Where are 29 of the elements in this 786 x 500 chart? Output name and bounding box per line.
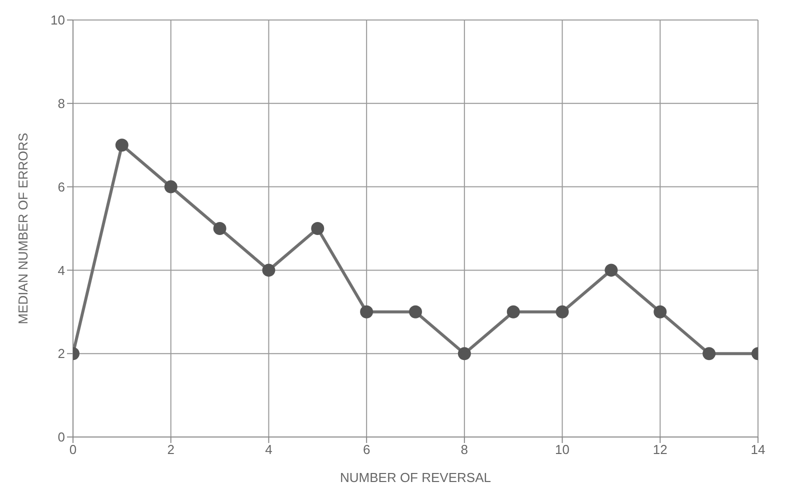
x-tick-label: 12 xyxy=(652,442,668,458)
point xyxy=(311,222,324,235)
y-tick-label: 10 xyxy=(50,12,65,28)
point xyxy=(164,180,178,194)
x-axis-title: NUMBER OF REVERSAL xyxy=(340,470,491,485)
point xyxy=(409,305,422,318)
x-tick-label: 10 xyxy=(555,442,570,458)
point xyxy=(556,305,569,318)
point xyxy=(506,305,520,318)
point xyxy=(115,138,128,152)
point xyxy=(654,305,667,318)
x-tick-label: 8 xyxy=(460,442,468,458)
x-tick-label: 14 xyxy=(750,442,766,458)
y-tick-label: 4 xyxy=(58,262,65,278)
x-tick-label: 0 xyxy=(69,442,77,458)
x-tick-label: 2 xyxy=(167,442,174,458)
x-tick-label: 4 xyxy=(265,442,272,458)
point xyxy=(458,347,471,360)
x-tick-label: 6 xyxy=(362,442,370,458)
y-tick-label: 0 xyxy=(58,430,65,445)
y-tick-label: 8 xyxy=(58,96,65,112)
y-tick-label: 6 xyxy=(58,179,65,194)
point xyxy=(262,264,276,277)
y-tick-label: 2 xyxy=(58,346,65,362)
y-axis-title: MEDIAN NUMBER OF ERRORS xyxy=(16,132,31,324)
point xyxy=(604,264,618,277)
point xyxy=(213,222,226,235)
point xyxy=(702,347,716,360)
point xyxy=(360,305,374,318)
